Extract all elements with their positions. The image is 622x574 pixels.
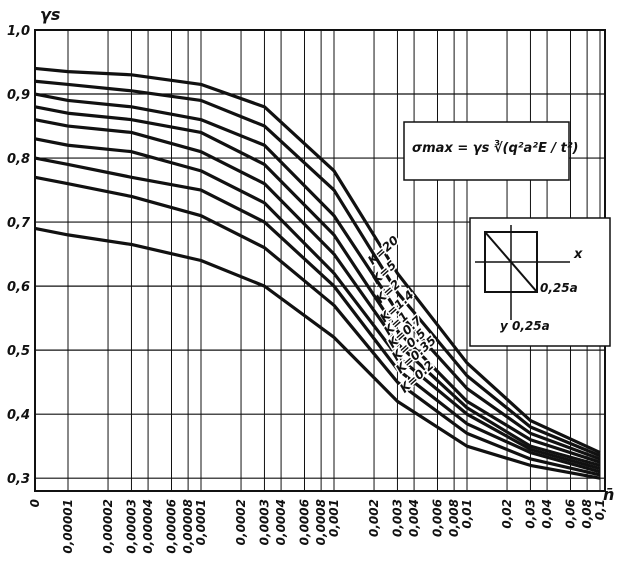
curve — [34, 156, 601, 474]
x-tick-label: 0,0003 — [257, 499, 271, 545]
y-tick-label: 0,5 — [7, 344, 30, 359]
y-axis-label: γs — [40, 5, 60, 24]
curve — [34, 226, 601, 480]
x-tick-label: 0,00003 — [124, 499, 138, 554]
x-tick-label: 0,004 — [407, 499, 421, 537]
plot: 0,3 0,4 0,5 0,6 0,7 0,8 0,9 1,0 0 0,00001 0,00002 0… — [7, 24, 607, 554]
x-tick-label: 0,001 — [327, 499, 341, 537]
x-tick-label: 0,0006 — [297, 499, 311, 545]
x-tick-label: 0,002 — [367, 499, 381, 537]
x-tick-label: 0,00001 — [61, 499, 75, 554]
y-tick-label: 0,7 — [7, 216, 31, 231]
x-tick-label: 0,00004 — [141, 499, 155, 554]
x-tick-label: 0,0002 — [234, 499, 248, 545]
x-tick-label: 0,0008 — [314, 499, 328, 545]
curve — [34, 175, 601, 477]
x-tick-label: 0,08 — [580, 499, 594, 529]
y-tick-label: 0,6 — [7, 280, 30, 295]
y-tick-label: 0,3 — [7, 472, 30, 487]
x-tick-label: 0,006 — [430, 499, 444, 537]
x-tick-label: 0,0001 — [194, 499, 208, 545]
curve — [34, 105, 601, 464]
formula-box — [403, 121, 570, 181]
x-tick-label: 0,03 — [523, 499, 537, 529]
x-tick-label: 0,00008 — [181, 499, 195, 554]
inset-dim-y: y 0,25a — [500, 319, 550, 333]
x-tick-label: 0,06 — [563, 499, 577, 529]
curve — [34, 79, 601, 458]
curve — [34, 66, 601, 455]
x-tick-label: 0,003 — [390, 499, 404, 537]
x-tick-label: 0,00002 — [101, 499, 115, 554]
formula: σmax = γs ∛(q²a²E / t²) — [412, 139, 579, 156]
x-tick-label: 0,008 — [447, 499, 461, 537]
x-tick-label: 0,04 — [540, 499, 554, 529]
x-tick-label: 0 — [28, 499, 42, 507]
curve — [34, 118, 601, 467]
x-axis-label: n̄ — [603, 485, 614, 504]
inset-box — [469, 217, 611, 347]
y-tick-label: 0,4 — [7, 408, 30, 423]
x-tick-label: 0,00006 — [164, 499, 178, 554]
curve — [34, 137, 601, 471]
x-tick-label: 0,01 — [460, 499, 474, 529]
y-tick-label: 1,0 — [7, 24, 30, 39]
y-tick-label: 0,9 — [7, 88, 30, 103]
inset-dim-x: 0,25a — [540, 281, 578, 295]
curve — [34, 92, 601, 461]
y-tick-label: 0,8 — [7, 152, 30, 167]
x-tick-label: 0,02 — [500, 499, 514, 529]
inset-x: x — [573, 247, 583, 262]
x-tick-label: 0,1 — [593, 499, 607, 520]
x-tick-label: 0,0004 — [274, 499, 288, 545]
